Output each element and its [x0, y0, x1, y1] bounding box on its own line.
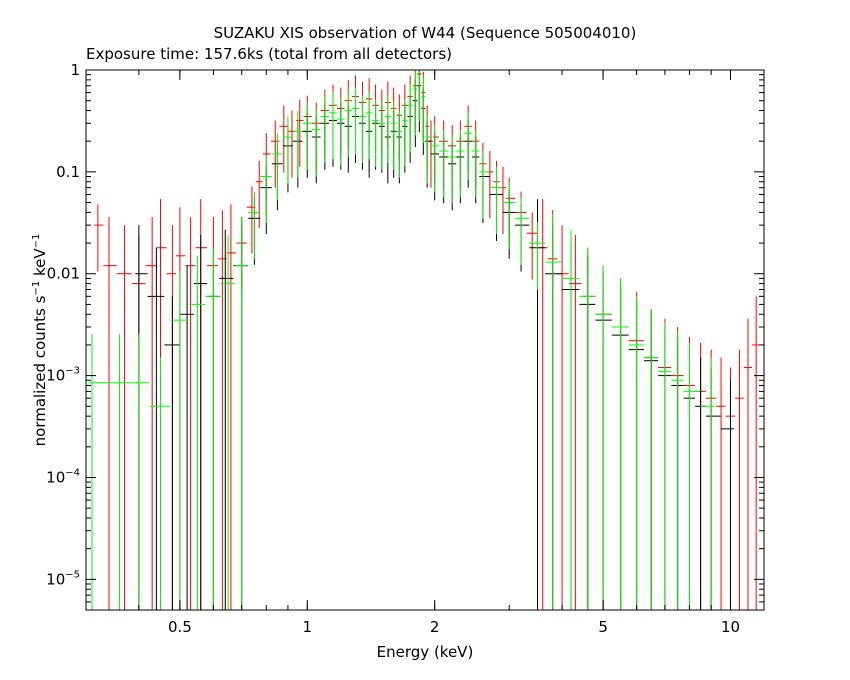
- y-tick-label-base: 10: [46, 570, 65, 588]
- x-axis-ticks: 0.5 1 2 5 10: [85, 70, 740, 636]
- x-tick-label: 5: [598, 618, 608, 636]
- y-tick-label-exp: −3: [65, 366, 80, 377]
- y-tick-label-exp: −5: [65, 569, 80, 580]
- chart-title: SUZAKU XIS observation of W44 (Sequence …: [214, 24, 637, 42]
- y-tick-label: 10−5: [46, 569, 80, 588]
- y-axis-label-main: normalized counts s: [31, 295, 49, 446]
- x-tick-label: 2: [430, 618, 440, 636]
- chart-subtitle: Exposure time: 157.6ks (total from all d…: [86, 45, 452, 63]
- series-2: [88, 70, 715, 610]
- y-axis-label-mid: keV: [31, 248, 49, 281]
- y-axis-label: normalized counts s−1 keV−1: [31, 234, 49, 447]
- y-axis-label-exp2: −1: [31, 234, 42, 249]
- y-tick-label: 10−4: [46, 467, 80, 486]
- y-tick-label-base: 10: [46, 468, 65, 486]
- x-tick-label: 10: [721, 618, 740, 636]
- y-tick-label: 10−3: [46, 366, 80, 385]
- y-tick-label-base: 10: [46, 367, 65, 385]
- y-tick-label: 0.1: [56, 163, 80, 181]
- plot-frame: [85, 69, 765, 611]
- y-tick-label-exp: −4: [65, 467, 80, 478]
- x-axis-label: Energy (keV): [377, 643, 474, 661]
- x-tick-label: 1: [303, 618, 313, 636]
- x-tick-label: 0.5: [168, 618, 192, 636]
- y-axis-label-exp1: −1: [31, 281, 42, 296]
- y-tick-label: 1: [70, 61, 80, 79]
- y-tick-label: 0.01: [47, 265, 80, 283]
